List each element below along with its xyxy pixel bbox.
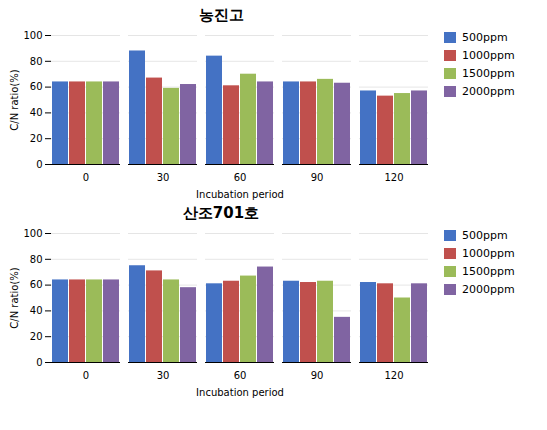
svg-text:60: 60 — [30, 279, 43, 290]
svg-text:Incubation period: Incubation period — [196, 189, 284, 200]
svg-text:0: 0 — [83, 172, 89, 183]
svg-text:100: 100 — [23, 228, 42, 239]
svg-text:Incubation period: Incubation period — [196, 387, 284, 398]
html-text:농진고: 농진고 — [198, 6, 244, 24]
html-text:1500ppm: 1500ppm — [462, 67, 515, 80]
svg-text:40: 40 — [30, 107, 43, 118]
html-text:2000ppm: 2000ppm — [462, 85, 515, 98]
svg-text:90: 90 — [311, 370, 324, 381]
svg-text:60: 60 — [30, 81, 43, 92]
svg-text:30: 30 — [157, 370, 170, 381]
html-text:1000ppm: 1000ppm — [462, 247, 515, 260]
svg-text:0: 0 — [36, 159, 42, 170]
svg-text:60: 60 — [234, 370, 247, 381]
svg-text:100: 100 — [23, 30, 42, 41]
svg-text:20: 20 — [30, 133, 43, 144]
html-text:500ppm: 500ppm — [462, 31, 508, 44]
html-text:1000ppm: 1000ppm — [462, 49, 515, 62]
svg-text:80: 80 — [30, 56, 43, 67]
svg-text:80: 80 — [30, 254, 43, 265]
html-text:500ppm: 500ppm — [462, 229, 508, 242]
html-text:2000ppm: 2000ppm — [462, 283, 515, 296]
svg-text:120: 120 — [384, 370, 403, 381]
html-text:1500ppm: 1500ppm — [462, 265, 515, 278]
svg-text:90: 90 — [311, 172, 324, 183]
svg-text:40: 40 — [30, 305, 43, 316]
svg-text:30: 30 — [157, 172, 170, 183]
svg-text:60: 60 — [234, 172, 247, 183]
svg-text:120: 120 — [384, 172, 403, 183]
svg-text:0: 0 — [36, 357, 42, 368]
svg-text:20: 20 — [30, 331, 43, 342]
svg-text:0: 0 — [83, 370, 89, 381]
svg-text:C/N ratio(%): C/N ratio(%) — [9, 267, 20, 328]
svg-text:C/N ratio(%): C/N ratio(%) — [9, 69, 20, 130]
html-text:산조701호: 산조701호 — [182, 204, 260, 222]
